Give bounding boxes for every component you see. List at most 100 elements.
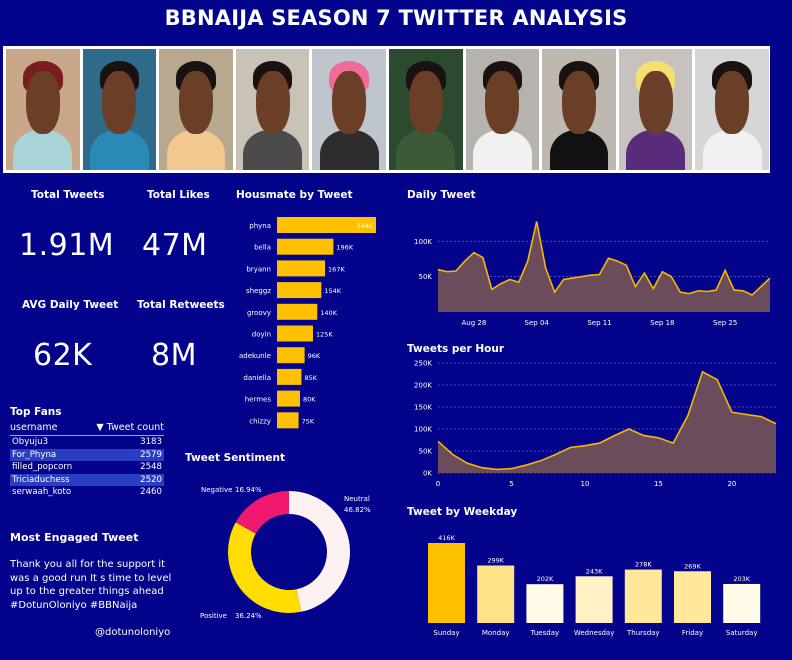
x-tick-label: Sep 04 — [525, 319, 550, 327]
bar-category-label: Saturday — [726, 629, 758, 637]
daily-tweet-chart-title: Daily Tweet — [407, 189, 476, 201]
housemate-bar — [277, 217, 376, 233]
bar-value-label: 167K — [328, 265, 345, 273]
housemate-bar — [277, 368, 302, 385]
slice-value-label: 36.24% — [235, 612, 262, 620]
y-tick-label: 100K — [414, 238, 432, 246]
housemate-photo — [159, 49, 233, 170]
sentiment-slice — [228, 522, 302, 613]
tweet-count-header-label: Tweet count — [106, 422, 164, 433]
top-fans-table: username ▼ Tweet count Obyuju3 3183 For_P… — [10, 422, 164, 499]
bar-category-label: sheggz — [246, 287, 271, 295]
table-row[interactable]: filled_popcorn 2548 — [10, 461, 164, 474]
bar-category-label: bella — [254, 244, 271, 252]
housemate-photo — [235, 49, 310, 170]
tweet-author-handle: @dotunoloniyo — [95, 627, 171, 638]
total-retweets-value: 8M — [151, 338, 197, 373]
fan-tweet-count: 2548 — [140, 462, 162, 472]
bar-category-label: hermes — [245, 396, 272, 404]
tweet-count-column-header[interactable]: ▼ Tweet count — [96, 422, 164, 433]
bar-category-label: Monday — [482, 629, 510, 637]
most-engaged-tweet-text: Thank you all for the support it was a g… — [10, 559, 172, 611]
fan-username: Obyuju3 — [12, 437, 49, 447]
x-tick-label: 20 — [727, 480, 736, 488]
y-tick-label: 250K — [414, 360, 432, 368]
bar-category-label: Wednesday — [574, 629, 615, 637]
bar-category-label: doyin — [252, 331, 271, 339]
weekday-bar — [526, 584, 564, 623]
housemate-photo — [312, 49, 386, 170]
fan-username: filled_popcorn — [12, 462, 73, 472]
y-tick-label: 50K — [419, 273, 433, 281]
slice-category-label: Positive — [200, 612, 227, 620]
housemate-photo-strip — [3, 46, 770, 173]
x-tick-label: 5 — [509, 480, 513, 488]
housemate-photo — [618, 49, 693, 170]
weekday-bar — [428, 543, 465, 623]
y-tick-label: 100K — [414, 426, 432, 434]
table-row[interactable]: For_Phyna 2579 — [10, 448, 164, 461]
bar-category-label: daniella — [243, 374, 271, 382]
housemate-photo — [6, 49, 80, 170]
username-column-header[interactable]: username — [10, 422, 58, 433]
housemate-photo — [695, 49, 769, 170]
housemate-bar — [277, 347, 305, 364]
bar-category-label: groovy — [247, 309, 271, 317]
sentiment-slice — [289, 491, 350, 612]
total-likes-label: Total Likes — [147, 189, 210, 201]
y-tick-label: 50K — [419, 448, 433, 456]
housemate-photo — [82, 49, 157, 170]
bar-value-label: 202K — [537, 575, 554, 583]
weekday-bar — [575, 576, 613, 623]
weekday-bar — [624, 569, 662, 623]
housemate-bar — [277, 412, 299, 429]
bar-category-label: Tuesday — [530, 629, 559, 637]
fan-username: For_Phyna — [12, 449, 57, 460]
x-tick-label: Sep 18 — [650, 319, 674, 327]
bar-value-label: 344K — [356, 222, 373, 230]
table-row[interactable]: serwaah_koto 2460 — [10, 486, 164, 499]
series-line — [437, 370, 777, 471]
table-row[interactable]: Triciaduchess 2520 — [10, 473, 164, 486]
fan-tweet-count: 2520 — [140, 474, 162, 485]
sentiment-slice — [235, 491, 289, 534]
bar-value-label: 140K — [320, 309, 337, 317]
bar-category-label: adekunle — [239, 352, 271, 360]
housemate-bar — [277, 325, 313, 342]
weekday-bar — [723, 583, 761, 623]
bar-value-label: 243K — [586, 567, 603, 575]
total-retweets-label: Total Retweets — [137, 299, 225, 311]
housemate-bar — [277, 260, 326, 277]
housemate-photo — [542, 49, 616, 170]
total-tweets-label: Total Tweets — [31, 189, 105, 201]
slice-category-label: Neutral — [344, 495, 370, 503]
bar-value-label: 203K — [733, 575, 750, 583]
bar-value-label: 196K — [336, 244, 353, 252]
housemate-bar — [277, 238, 334, 255]
slice-value-label: 46.82% — [344, 506, 371, 514]
area-fill — [438, 371, 776, 473]
bar-category-label: Friday — [682, 629, 703, 637]
total-likes-value: 47M — [142, 228, 208, 263]
most-engaged-tweet-title: Most Engaged Tweet — [10, 531, 139, 544]
bar-value-label: 269K — [684, 562, 701, 570]
x-tick-label: Sep 11 — [587, 319, 611, 327]
housemate-photo — [465, 49, 540, 170]
housemate-bar — [277, 282, 322, 299]
y-tick-label: 0K — [423, 470, 432, 478]
sentiment-chart-title: Tweet Sentiment — [185, 452, 285, 464]
bar-category-label: phyna — [249, 222, 271, 230]
x-tick-label: 10 — [580, 480, 589, 488]
bar-value-label: 75K — [302, 417, 315, 425]
table-row[interactable]: Obyuju3 3183 — [10, 436, 164, 449]
daily-tweet-area-chart: 100K 50K Aug 28 Sep 04 Sep 11 Sep 18 Sep 25 — [414, 221, 771, 327]
bar-category-label: chizzy — [249, 417, 271, 425]
weekday-bar — [674, 571, 711, 623]
x-tick-label: 0 — [436, 480, 440, 488]
weekday-chart-title: Tweet by Weekday — [407, 506, 518, 518]
y-tick-label: 150K — [414, 404, 432, 412]
top-fans-title: Top Fans — [10, 406, 62, 418]
fan-tweet-count: 3183 — [140, 437, 162, 447]
housemate-chart-title: Housmate by Tweet — [236, 189, 353, 201]
bar-category-label: Sunday — [433, 629, 459, 637]
